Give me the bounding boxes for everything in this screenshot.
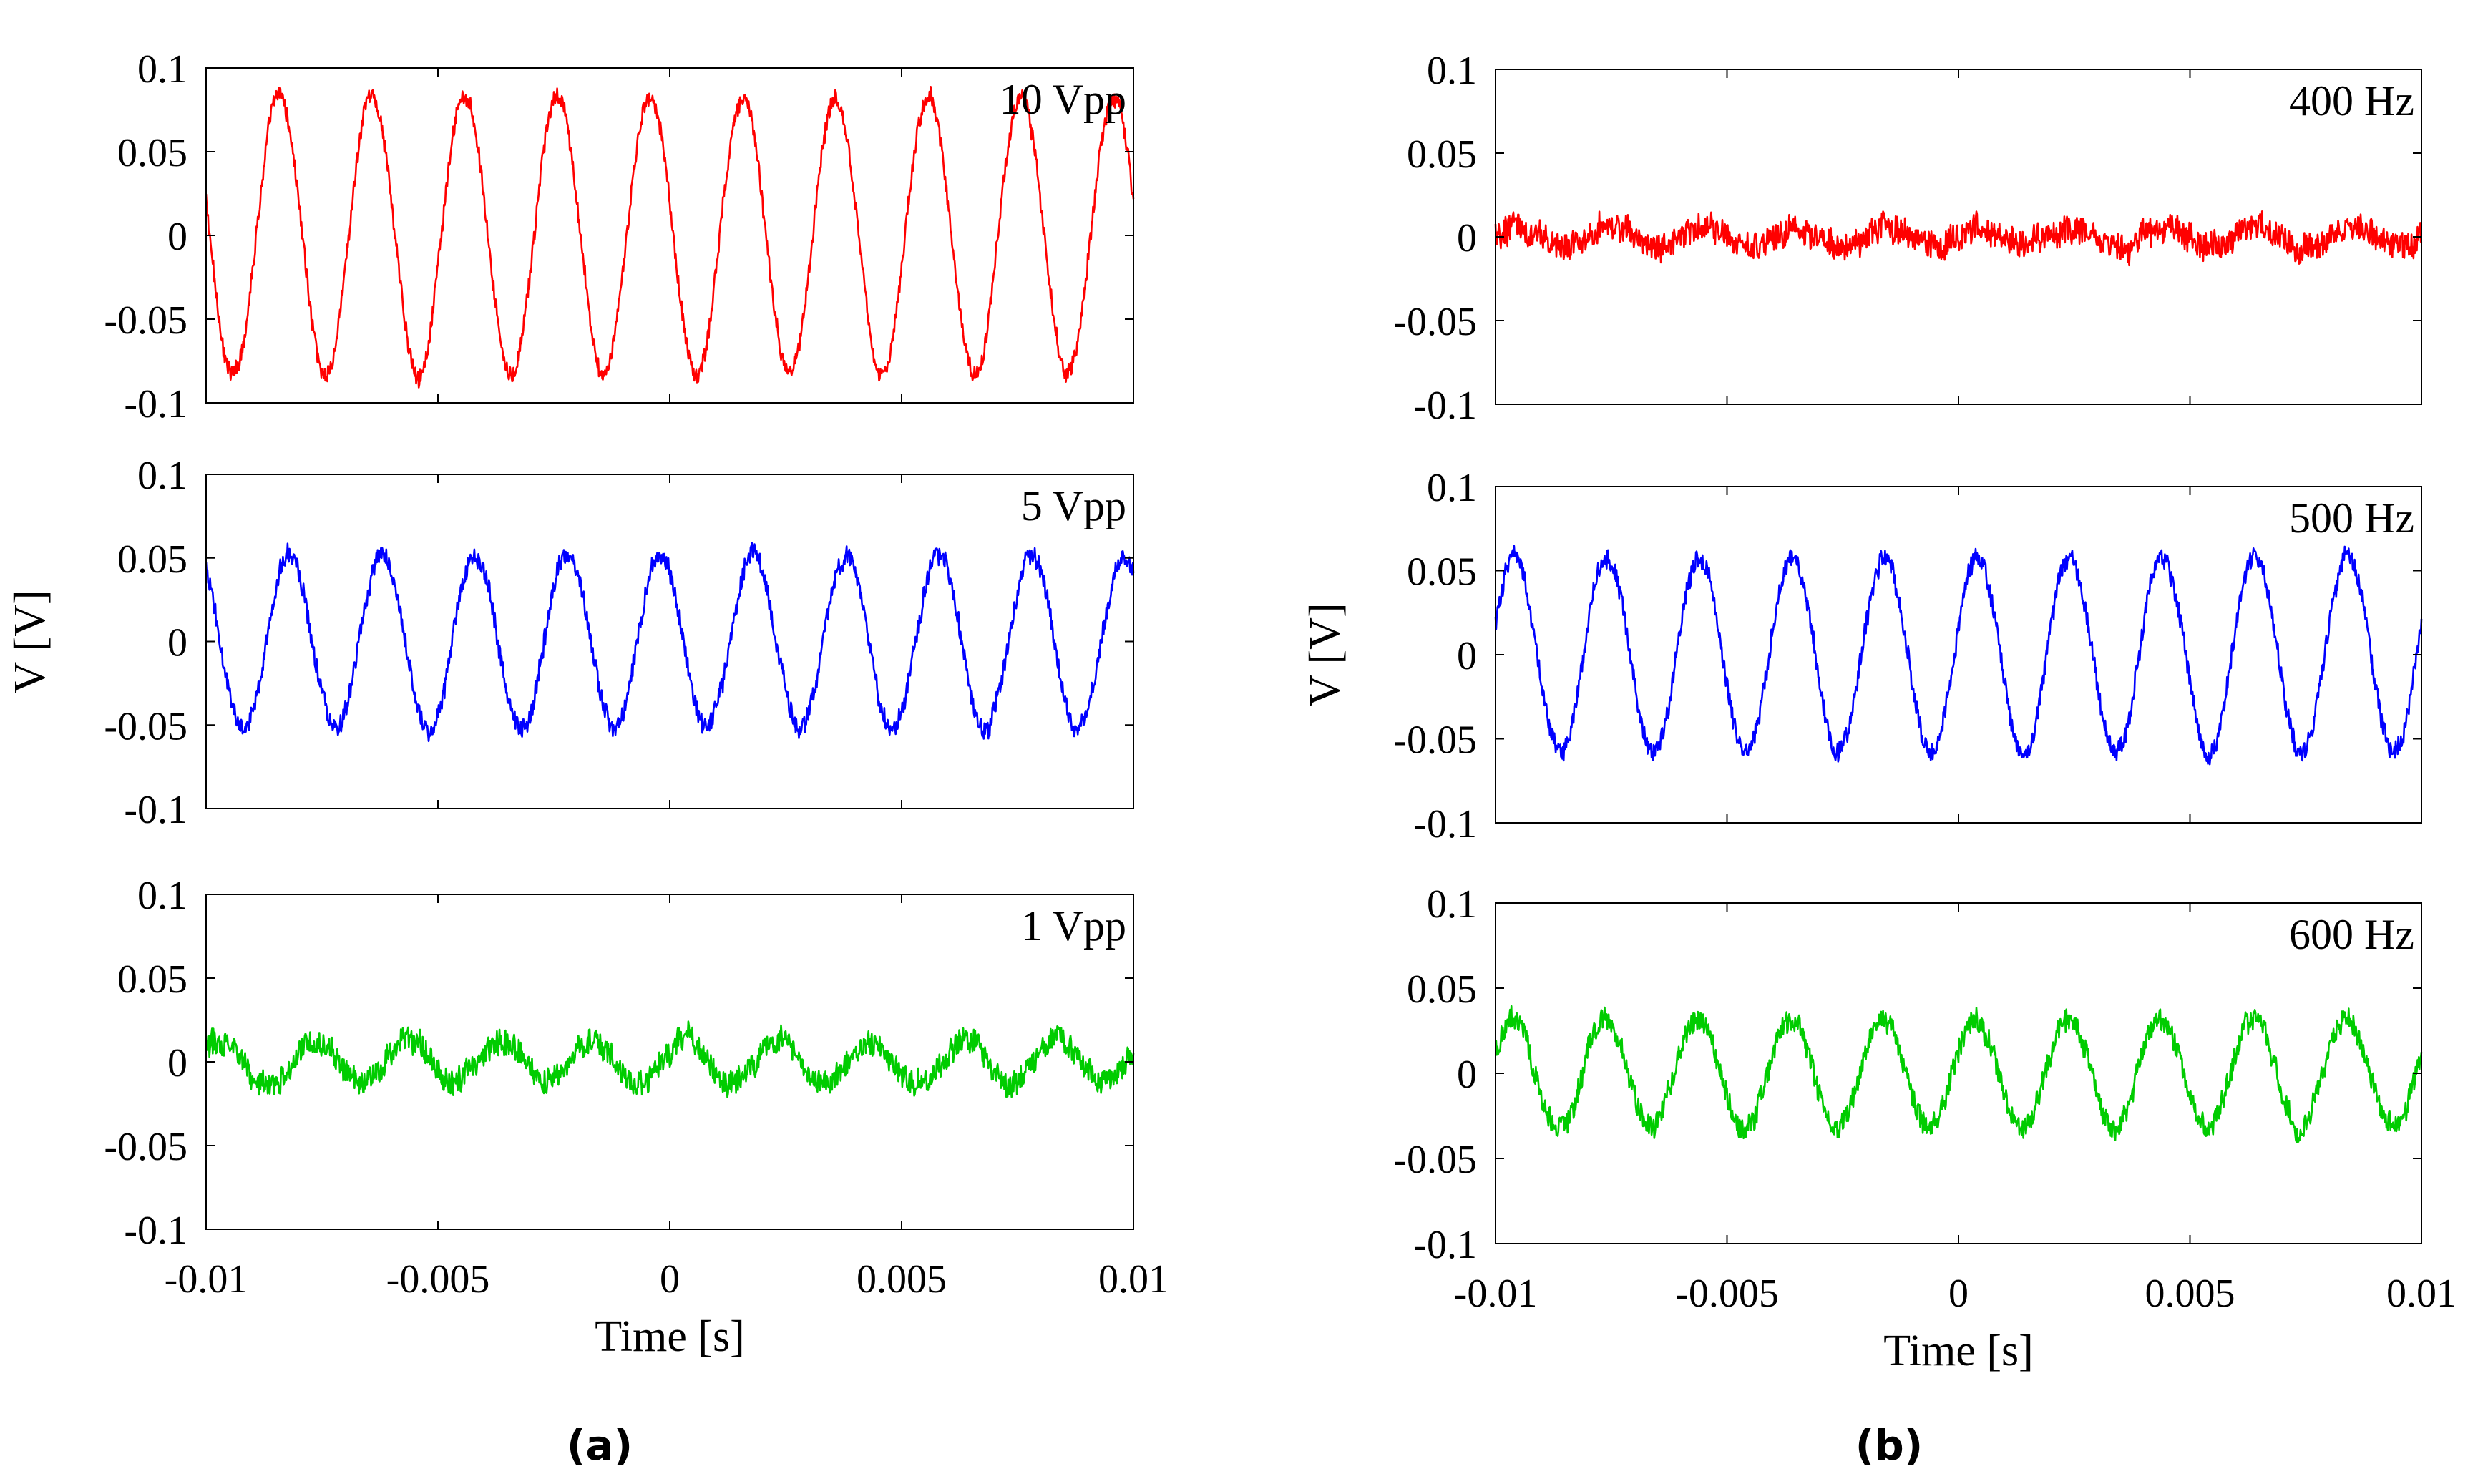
axes-frame — [1495, 902, 2422, 1244]
y-tick-label: 0.1 — [137, 874, 187, 918]
y-tick-label: 0 — [1457, 216, 1477, 260]
panel-b-plot-1: 0.1 0.05 0 -0.05 -0.1 400 Hz — [1393, 49, 2423, 428]
y-tick-label: 0.05 — [117, 957, 187, 1002]
y-tick-label: -0.05 — [1393, 1138, 1477, 1182]
signal-trace — [205, 1020, 1135, 1098]
panel-b-plot-3: 0.1 0.05 0 -0.05 -0.1-0.01 -0.005 0 0.005 0.01 60… — [1393, 882, 2457, 1375]
signal-trace — [1494, 210, 2423, 267]
series-annotation: 5 Vpp — [1021, 482, 1126, 529]
y-tick-label: 0.1 — [137, 454, 187, 498]
x-tick-label: 0 — [660, 1257, 680, 1302]
x-tick-label: 0.005 — [857, 1257, 947, 1302]
axes-frame — [1495, 486, 2422, 824]
x-tick-label: 0.01 — [2386, 1271, 2457, 1316]
y-tick-label: -0.1 — [1413, 802, 1477, 846]
y-tick-label: -0.05 — [104, 298, 187, 343]
signal-trace — [205, 542, 1135, 743]
y-tick-label: 0.1 — [1427, 466, 1477, 510]
y-tick-label: 0.05 — [117, 537, 187, 582]
x-tick-label: -0.005 — [386, 1257, 490, 1302]
panel-a-plot-2: 0.1 0.05 0 -0.05 -0.1 5 Vpp V [V] — [6, 454, 1135, 832]
y-tick-label: 0.05 — [1407, 550, 1477, 595]
x-tick-label: 0 — [1948, 1271, 1969, 1316]
series-annotation: 500 Hz — [2289, 494, 2414, 542]
series-annotation: 1 Vpp — [1021, 902, 1126, 950]
y-tick-label: -0.1 — [1413, 384, 1477, 428]
y-tick-label: -0.1 — [124, 382, 187, 426]
x-tick-label: -0.005 — [1675, 1271, 1779, 1316]
y-tick-label: 0 — [1457, 1053, 1477, 1097]
y-tick-label: 0.05 — [1407, 967, 1477, 1012]
caption-b: (b) — [1855, 1421, 1923, 1470]
y-tick-label: -0.1 — [1413, 1223, 1477, 1267]
y-tick-label: -0.05 — [1393, 718, 1477, 763]
y-tick-label: 0.1 — [1427, 882, 1477, 927]
panel-b-plot-2: 0.1 0.05 0 -0.05 -0.1 500 Hz V [V] — [1301, 466, 2423, 846]
x-axis-label: Time [s] — [1883, 1327, 2034, 1375]
y-tick-label: -0.05 — [104, 1125, 187, 1169]
panel-a-plot-1: 0.1 0.05 0 -0.05 -0.1 10 Vpp — [104, 47, 1135, 426]
axes-frame — [205, 474, 1134, 809]
y-tick-label: 0 — [167, 215, 187, 259]
y-tick-label: 0 — [167, 621, 187, 665]
y-tick-label: -0.05 — [1393, 300, 1477, 344]
y-tick-label: -0.1 — [124, 788, 187, 832]
panels-group: 0.1 0.05 0 -0.05 -0.1 10 Vpp 0.1 0.05 0 -0.05 -0.1… — [6, 47, 2457, 1375]
panel-a-plot-3: 0.1 0.05 0 -0.05 -0.1-0.01 -0.005 0 0.005 0.01 1 … — [104, 874, 1169, 1361]
y-tick-label: 0 — [1457, 634, 1477, 678]
x-tick-label: -0.01 — [165, 1257, 248, 1302]
y-tick-label: -0.1 — [124, 1209, 187, 1253]
x-tick-label: -0.01 — [1454, 1271, 1538, 1316]
series-annotation: 400 Hz — [2289, 77, 2414, 125]
axes-frame — [205, 67, 1134, 404]
y-tick-label: 0 — [167, 1041, 187, 1085]
y-tick-label: 0.05 — [1407, 132, 1477, 177]
signal-trace — [1494, 545, 2423, 766]
x-tick-label: 0.01 — [1098, 1257, 1169, 1302]
caption-a: (a) — [567, 1421, 633, 1470]
y-axis-label: V [V] — [6, 590, 54, 693]
series-annotation: 10 Vpp — [1000, 76, 1126, 123]
x-tick-label: 0.005 — [2145, 1271, 2235, 1316]
y-axis-label: V [V] — [1301, 602, 1350, 706]
y-tick-label: 0.05 — [117, 131, 187, 175]
y-tick-label: -0.05 — [104, 704, 187, 748]
signal-trace — [1494, 1005, 2423, 1143]
y-tick-label: 0.1 — [1427, 49, 1477, 93]
signal-trace — [205, 86, 1135, 389]
x-axis-label: Time [s] — [595, 1312, 745, 1361]
series-annotation: 600 Hz — [2289, 911, 2414, 958]
y-tick-label: 0.1 — [137, 47, 187, 92]
